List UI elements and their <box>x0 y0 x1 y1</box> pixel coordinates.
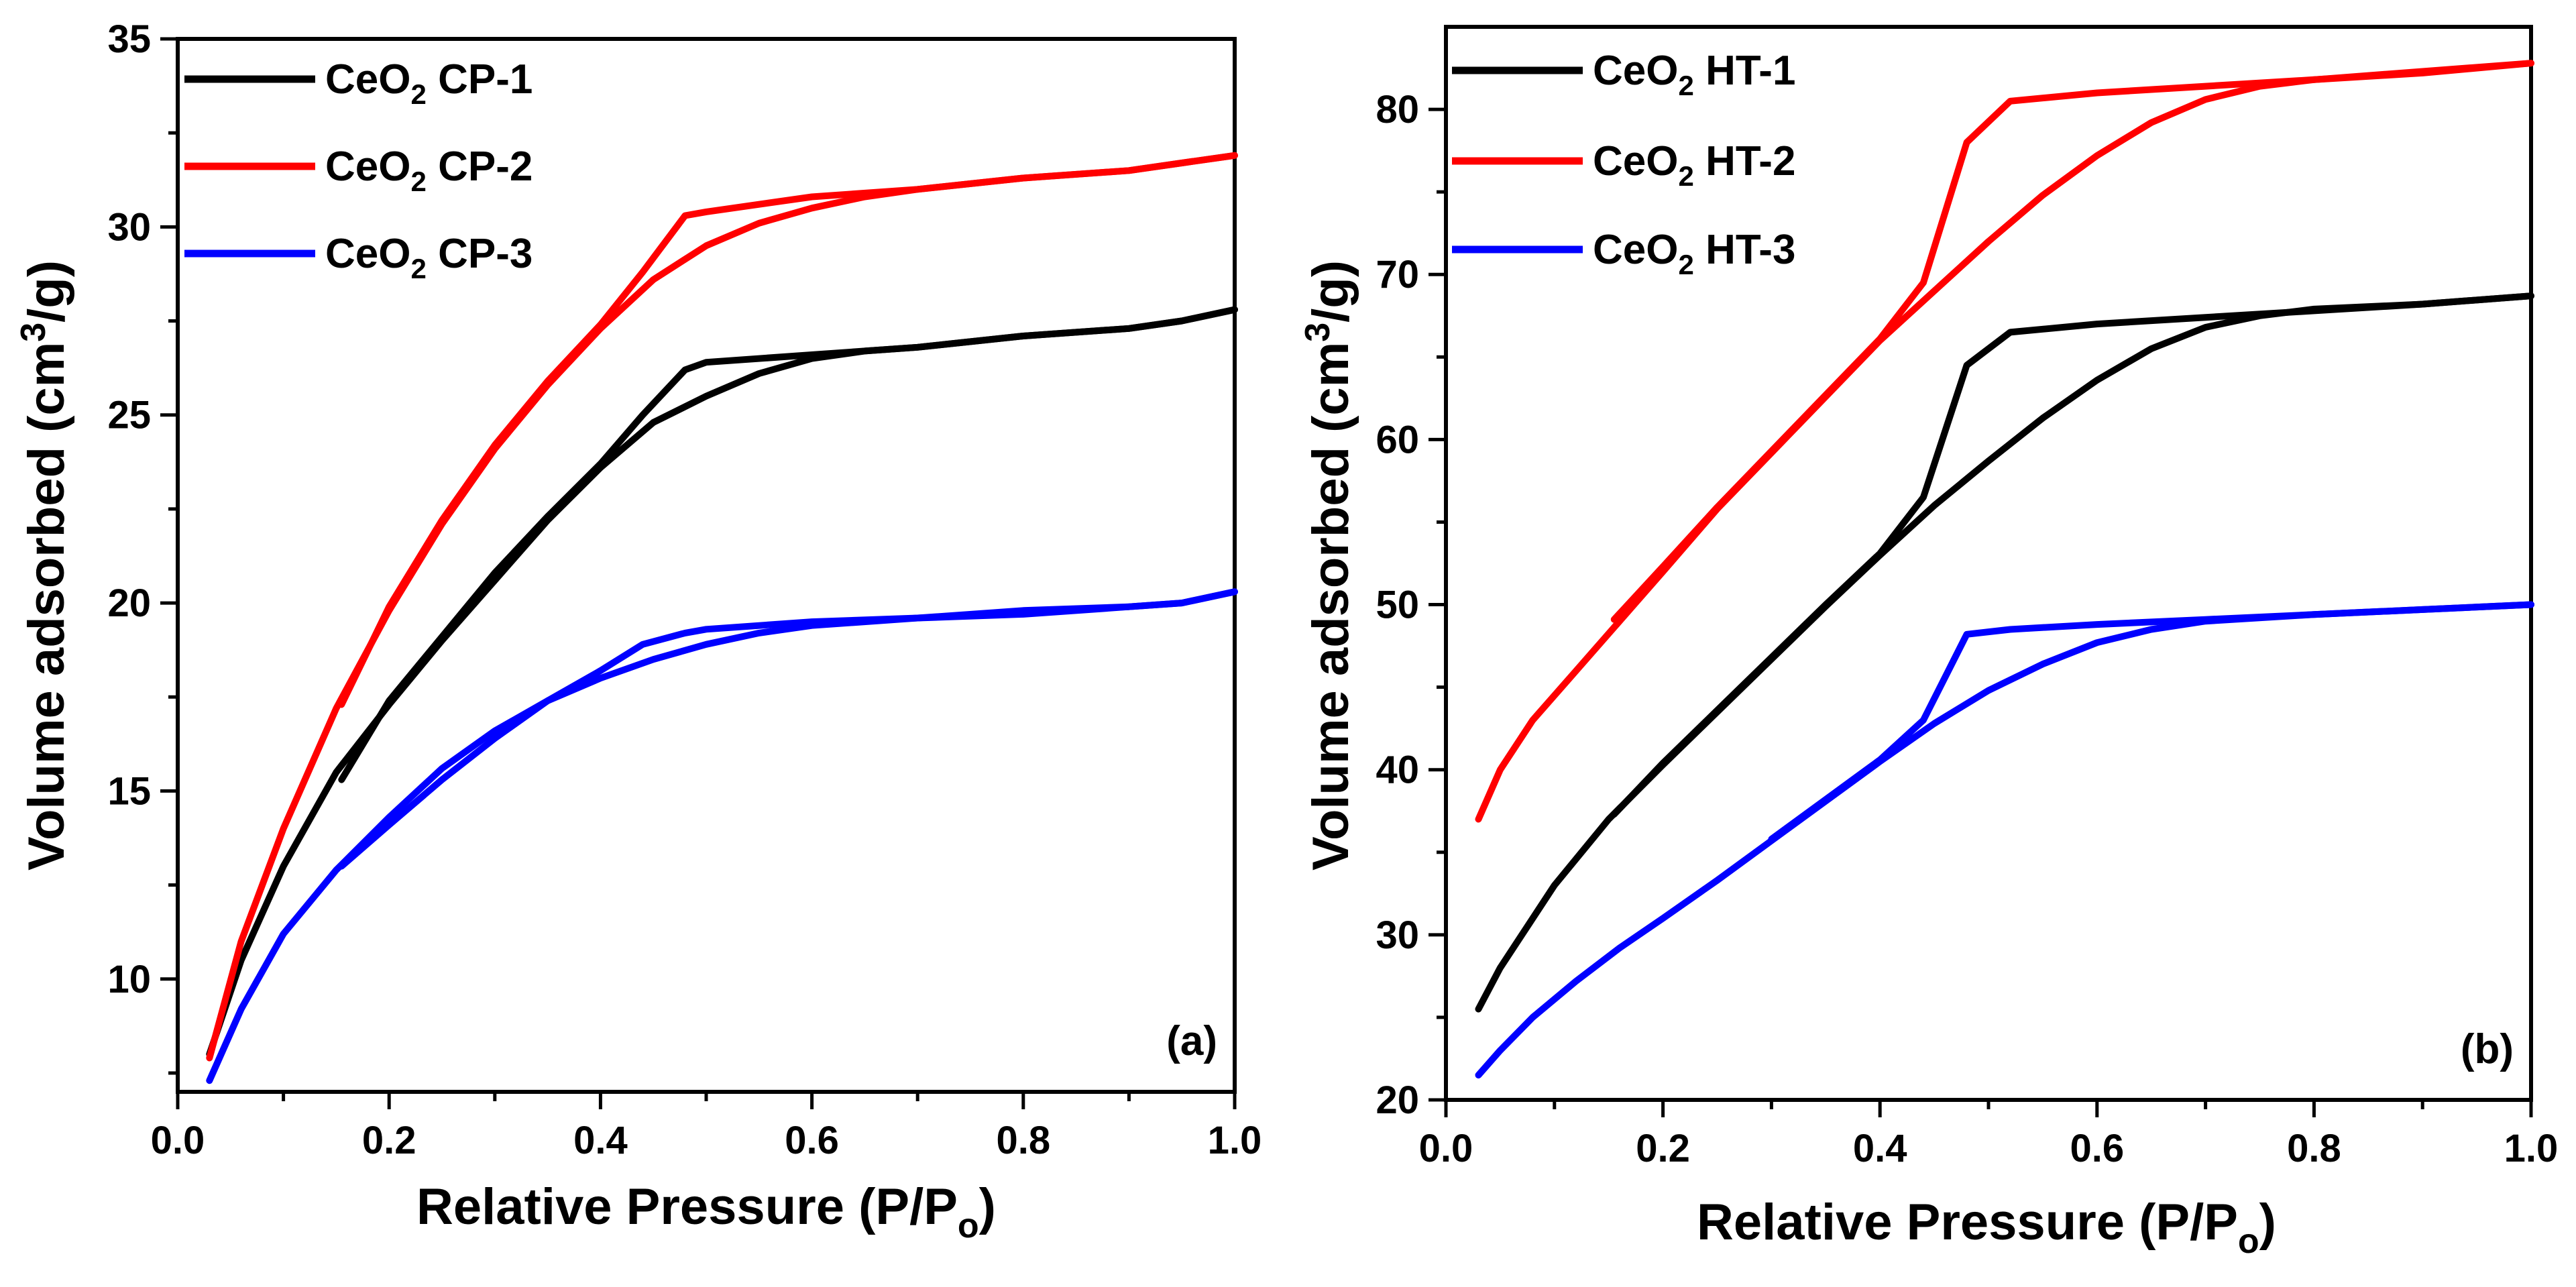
panel-a-label: (a) <box>1166 1018 1217 1064</box>
legend-label-ht-2-tail: HT-2 <box>1694 138 1796 184</box>
panel-b-x-axis-title-end: ) <box>2259 1194 2276 1251</box>
y-tick-label: 20 <box>107 581 151 625</box>
y-tick-label: 70 <box>1376 253 1419 296</box>
y-tick-label: 40 <box>1376 748 1419 792</box>
y-tick-label: 30 <box>1376 913 1419 957</box>
y-tick-label: 15 <box>107 769 151 813</box>
y-tick-label: 20 <box>1376 1078 1419 1122</box>
legend-label-ht-1: CeO2 HT-1 <box>1593 48 1795 101</box>
legend-label-cp-3-tail: CP-3 <box>427 231 533 277</box>
panel-b-y-axis-title-sup: 3 <box>1298 323 1337 342</box>
panel-b-y-axis-title-end: /g) <box>1302 260 1359 323</box>
x-tick-label: 0.4 <box>573 1119 628 1162</box>
series-a-1-adsorption-line <box>206 306 1238 1058</box>
legend-label-ht-2: CeO2 HT-2 <box>1593 138 1795 192</box>
panel-b: 0.0 0.2 0.4 0.6 0.8 1.0 20 30 40 50 60 70 80 CeO2 H… <box>1298 25 2559 1261</box>
series-a-3-desorption-line <box>338 588 1238 870</box>
panel-b-curves <box>1475 60 2534 1079</box>
legend-label-cp-2: CeO2 CP-2 <box>325 144 533 197</box>
y-tick-label: 80 <box>1376 88 1419 131</box>
series-b-3-adsorption-line <box>1475 601 2534 1079</box>
legend-label-ht-3-tail: HT-3 <box>1694 227 1796 273</box>
series-a-2-desorption-line <box>338 152 1238 708</box>
panel-a-y-axis-title-end: /g) <box>18 260 75 323</box>
panel-b-x-axis-title: Relative Pressure (P/Po) <box>1697 1194 2276 1261</box>
panel-b-plot-frame <box>1444 25 2533 1102</box>
legend-label-cp-3-sub: 2 <box>410 253 426 284</box>
legend-label-cp-1-sub: 2 <box>410 78 426 110</box>
panel-b-y-axis-title: Volume adsorbed (cm3/g) <box>1298 260 1359 871</box>
panel-a-x-ticks: 0.0 0.2 0.4 0.6 0.8 1.0 <box>151 1092 1262 1162</box>
panel-b-x-axis-title-sub: o <box>2238 1222 2259 1261</box>
panel-b-legend: CeO2 HT-1 CeO2 HT-2 CeO2 HT-3 <box>1452 48 1795 280</box>
y-tick-label: 10 <box>107 958 151 1001</box>
x-tick-label: 0.8 <box>2287 1127 2341 1170</box>
x-tick-label: 0.0 <box>1419 1127 1473 1170</box>
y-tick-label: 25 <box>107 394 151 437</box>
legend-label-cp-2-tail: CP-2 <box>427 144 533 190</box>
series-b-1-desorption-line <box>1610 292 2534 818</box>
legend-label-cp-1-tail: CP-1 <box>427 56 533 103</box>
legend-label-cp-3: CeO2 CP-3 <box>325 231 533 284</box>
series-b-2-adsorption-line <box>1475 60 2534 823</box>
x-tick-label: 0.2 <box>362 1119 416 1162</box>
x-tick-label: 1.0 <box>2504 1127 2559 1170</box>
x-tick-label: 0.6 <box>785 1119 839 1162</box>
y-tick-label: 60 <box>1376 418 1419 461</box>
series-a-1-desorption-line <box>338 306 1238 783</box>
y-tick-label: 50 <box>1376 583 1419 627</box>
panel-a: 0.0 0.2 0.4 0.6 0.8 1.0 10 15 20 25 30 35 CeO2 CP-… <box>14 17 1262 1245</box>
legend-label-cp-1: CeO2 CP-1 <box>325 56 533 110</box>
panel-a-x-axis-title-end: ) <box>979 1178 996 1235</box>
panel-a-y-axis-title-sup: 3 <box>14 323 53 342</box>
panel-a-x-axis-title: Relative Pressure (P/Po) <box>416 1178 996 1245</box>
x-tick-label: 0.6 <box>2070 1127 2124 1170</box>
panel-b-x-ticks: 0.0 0.2 0.4 0.6 0.8 1.0 <box>1419 1100 2559 1170</box>
series-b-1-adsorption-line <box>1475 292 2534 1013</box>
x-tick-label: 0.2 <box>1636 1127 1690 1170</box>
legend-label-cp-2-sub: 2 <box>410 166 426 197</box>
x-tick-label: 1.0 <box>1208 1119 1262 1162</box>
panel-a-y-axis-title: Volume adsorbed (cm3/g) <box>14 260 75 871</box>
legend-label-ht-2-sub: 2 <box>1678 160 1693 192</box>
legend-label-ht-3-sub: 2 <box>1678 249 1693 280</box>
panel-a-legend: CeO2 CP-1 CeO2 CP-2 CeO2 CP-3 <box>184 56 533 284</box>
x-tick-label: 0.0 <box>151 1119 205 1162</box>
panel-a-y-ticks: 10 15 20 25 30 35 <box>107 17 178 1075</box>
panel-a-curves <box>206 152 1238 1084</box>
x-tick-label: 0.8 <box>996 1119 1050 1162</box>
panel-a-x-axis-title-sub: o <box>958 1207 979 1245</box>
legend-label-ht-1-sub: 2 <box>1678 70 1693 101</box>
legend-label-ht-3: CeO2 HT-3 <box>1593 227 1795 280</box>
x-tick-label: 0.4 <box>1853 1127 1907 1170</box>
series-b-2-desorption-line <box>1610 60 2534 623</box>
panel-b-label: (b) <box>2461 1026 2514 1072</box>
panel-b-y-ticks: 20 30 40 50 60 70 80 <box>1376 88 1446 1122</box>
series-b-3-desorption-line <box>1768 601 2534 843</box>
panel-a-plot-frame <box>176 37 1237 1094</box>
y-tick-label: 35 <box>107 17 151 61</box>
legend-label-ht-1-tail: HT-1 <box>1694 48 1796 94</box>
y-tick-label: 30 <box>107 205 151 249</box>
